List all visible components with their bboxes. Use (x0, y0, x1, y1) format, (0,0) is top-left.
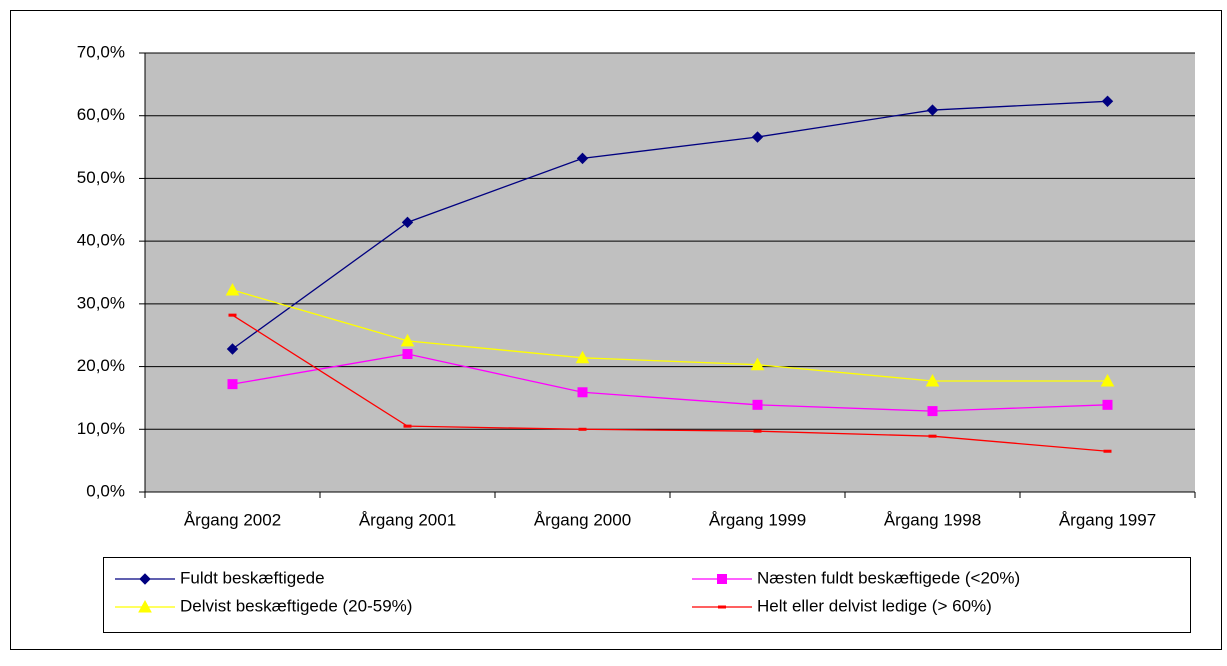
x-tick-label: Årgang 1999 (709, 510, 806, 529)
marker (928, 434, 937, 438)
series-line (232, 314, 1108, 452)
marker (1103, 449, 1112, 453)
marker (575, 350, 590, 364)
legend-label: Helt eller delvist ledige (> 60%) (757, 596, 992, 615)
y-tick-label: 60,0% (77, 105, 125, 124)
marker (717, 574, 727, 584)
marker (1101, 95, 1114, 107)
series-line (232, 353, 1108, 412)
marker (401, 216, 414, 229)
legend-label: Næsten fuldt beskæftigede (<20%) (757, 568, 1020, 587)
x-tick-label: Årgang 1997 (1059, 510, 1156, 529)
y-tick-label: 70,0% (77, 42, 125, 61)
marker (753, 429, 762, 433)
marker (577, 387, 588, 398)
y-tick-label: 20,0% (77, 356, 125, 375)
y-tick-label: 40,0% (77, 231, 125, 250)
marker (228, 313, 237, 317)
x-tick-label: Årgang 1998 (884, 510, 981, 529)
marker (139, 573, 151, 585)
marker (576, 152, 589, 165)
legend-label: Fuldt beskæftigede (180, 568, 325, 587)
marker (925, 373, 940, 387)
marker (751, 131, 764, 143)
legend-label: Delvist beskæftigede (20-59%) (180, 596, 412, 615)
x-tick-label: Årgang 2002 (184, 510, 281, 529)
x-tick-label: Årgang 2000 (534, 510, 631, 529)
marker (1102, 399, 1113, 410)
marker (752, 399, 763, 410)
y-tick-label: 0,0% (86, 481, 125, 500)
marker (138, 599, 152, 613)
y-tick-label: 10,0% (77, 419, 125, 438)
marker (225, 283, 240, 296)
legend-box (103, 557, 1191, 633)
marker (750, 357, 765, 371)
y-tick-label: 30,0% (77, 293, 125, 312)
marker (226, 343, 239, 355)
marker (227, 379, 238, 390)
marker (718, 605, 726, 609)
series-line (232, 100, 1108, 350)
marker (400, 333, 415, 347)
y-tick-label: 50,0% (77, 168, 125, 187)
series-line (232, 289, 1108, 382)
marker (1100, 373, 1115, 387)
marker (402, 349, 413, 360)
marker (926, 104, 939, 116)
plot-area (145, 53, 1195, 492)
x-tick-label: Årgang 2001 (359, 510, 456, 529)
marker (578, 427, 587, 431)
marker (403, 424, 412, 428)
marker (927, 406, 938, 417)
